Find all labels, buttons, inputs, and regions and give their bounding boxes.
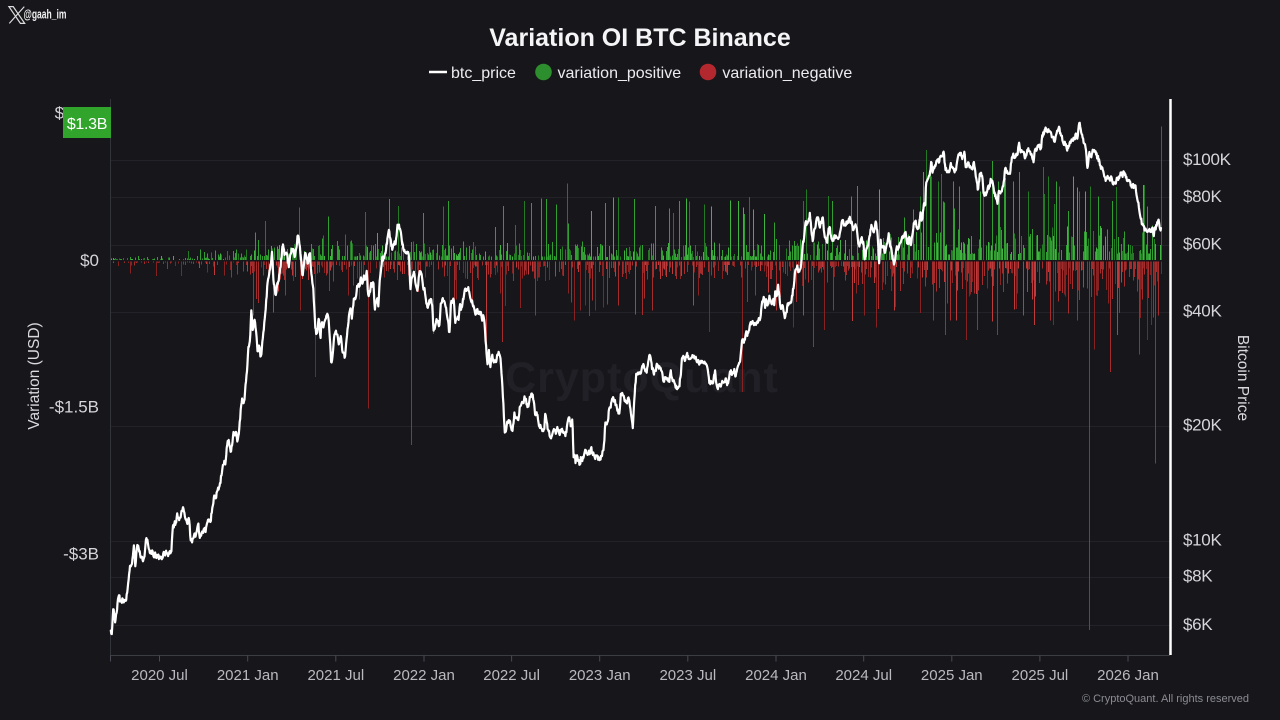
svg-text:variation_negative: variation_negative (722, 65, 852, 82)
svg-text:2026 Jan: 2026 Jan (1097, 667, 1159, 684)
svg-text:$20K: $20K (1183, 416, 1222, 435)
svg-text:2024 Jan: 2024 Jan (745, 667, 807, 684)
svg-text:$1.3B: $1.3B (67, 116, 107, 133)
svg-text:$6K: $6K (1183, 615, 1213, 634)
svg-text:variation_positive: variation_positive (558, 65, 682, 82)
svg-text:$60K: $60K (1183, 235, 1222, 254)
svg-text:2021 Jan: 2021 Jan (217, 667, 279, 684)
svg-text:2023 Jul: 2023 Jul (659, 667, 716, 684)
svg-text:$100K: $100K (1183, 150, 1232, 169)
svg-text:2022 Jan: 2022 Jan (393, 667, 455, 684)
svg-text:@gaah_im: @gaah_im (24, 7, 67, 22)
svg-text:$80K: $80K (1183, 187, 1222, 206)
svg-text:2025 Jul: 2025 Jul (1012, 667, 1069, 684)
svg-text:$40K: $40K (1183, 302, 1222, 321)
svg-text:2025 Jan: 2025 Jan (921, 667, 983, 684)
svg-text:2020 Jul: 2020 Jul (131, 667, 188, 684)
svg-text:Bitcoin Price: Bitcoin Price (1234, 335, 1251, 421)
svg-text:$8K: $8K (1183, 566, 1213, 585)
svg-text:Variation (USD): Variation (USD) (26, 322, 43, 429)
svg-text:2021 Jul: 2021 Jul (307, 667, 364, 684)
svg-text:-$1.5B: -$1.5B (49, 398, 99, 417)
svg-text:CryptoQuant: CryptoQuant (505, 354, 779, 402)
svg-text:Variation OI BTC Binance: Variation OI BTC Binance (489, 24, 791, 52)
svg-text:btc_price: btc_price (451, 65, 516, 82)
svg-text:$0: $0 (80, 251, 99, 270)
svg-text:-$3B: -$3B (63, 545, 99, 564)
svg-text:2023 Jan: 2023 Jan (569, 667, 631, 684)
svg-text:2024 Jul: 2024 Jul (835, 667, 892, 684)
svg-text:© CryptoQuant. All rights rese: © CryptoQuant. All rights reserved (1082, 693, 1249, 705)
svg-text:$10K: $10K (1183, 531, 1222, 550)
svg-text:2022 Jul: 2022 Jul (483, 667, 540, 684)
